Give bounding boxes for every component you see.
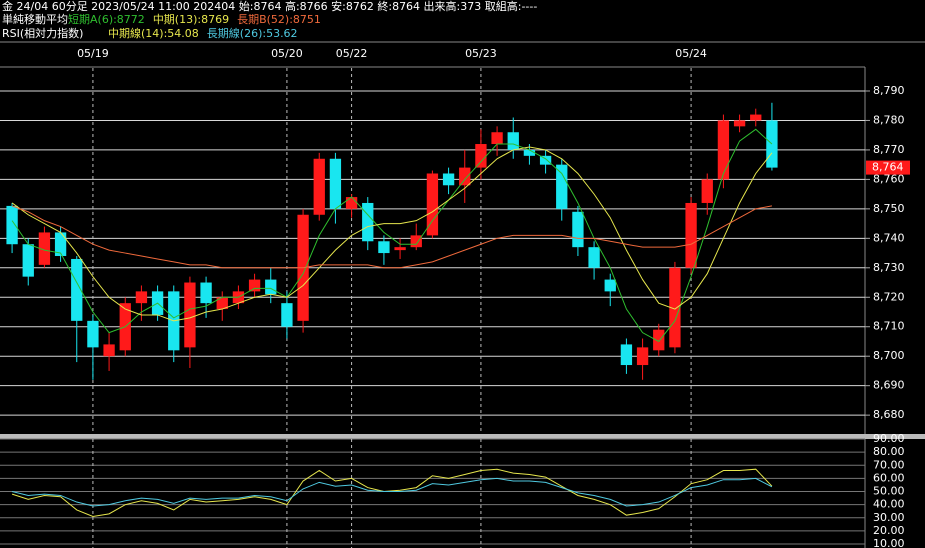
candle-body <box>604 279 616 292</box>
rsi-line <box>11 468 773 517</box>
rsi-label: RSI(相対力指数) <box>2 26 83 40</box>
last-price-label: 8,764 <box>872 161 904 174</box>
rsi-tick-label: 70.00 <box>873 458 905 471</box>
candle-body <box>620 344 633 366</box>
candle-body <box>588 247 600 268</box>
rsi-tick-label: 30.00 <box>873 511 905 524</box>
candle-body <box>685 202 697 268</box>
y-tick-label: 8,690 <box>873 379 905 392</box>
candle-body <box>248 279 261 292</box>
rsi-line <box>11 477 773 507</box>
candle-body <box>265 279 277 295</box>
candle-body <box>539 155 552 165</box>
x-tick-label: 05/23 <box>465 47 497 60</box>
candle-body <box>410 235 422 248</box>
y-tick-label: 8,730 <box>873 261 905 274</box>
y-tick-label: 8,790 <box>873 84 905 97</box>
y-tick-label: 8,700 <box>873 349 905 362</box>
legend-entry: 長期線(26):53.62 <box>207 26 298 40</box>
rsi-tick-label: 90.00 <box>873 432 905 445</box>
y-tick-label: 8,710 <box>873 320 905 333</box>
y-tick-label: 8,680 <box>873 408 905 421</box>
y-tick-label: 8,740 <box>873 231 905 244</box>
candle-body <box>345 197 358 209</box>
candle-body <box>653 329 665 351</box>
candle-body <box>184 282 196 348</box>
candle-body <box>378 241 390 254</box>
candle-body <box>313 158 325 215</box>
y-tick-label: 8,780 <box>873 113 905 126</box>
candle-body <box>442 173 455 186</box>
candle-body <box>135 291 148 304</box>
y-tick-label: 8,720 <box>873 290 905 303</box>
candle-body <box>491 132 503 145</box>
candle-body <box>475 144 487 168</box>
last-price-box <box>866 160 910 175</box>
candle-body <box>38 232 51 265</box>
candle-body <box>281 303 293 327</box>
legend-entry: 短期A(6):8772 <box>68 12 145 26</box>
candle-body <box>733 120 746 127</box>
rsi-tick-label: 40.00 <box>873 498 905 511</box>
moving-average <box>11 146 773 322</box>
candle-body <box>87 320 99 348</box>
candle-body <box>523 149 536 156</box>
ma-label: 単純移動平均 <box>2 12 68 26</box>
x-tick-label: 05/19 <box>77 47 109 60</box>
candle-body <box>216 297 228 310</box>
legend-entry: 長期B(52):8751 <box>237 13 321 26</box>
candle-body <box>636 347 649 366</box>
candle-body <box>54 232 67 257</box>
candle-body <box>750 114 762 121</box>
moving-average <box>11 205 773 269</box>
x-tick-label: 05/24 <box>675 47 707 60</box>
rsi-tick-label: 80.00 <box>873 445 905 458</box>
candle-body <box>701 179 713 203</box>
candle-body <box>362 202 374 242</box>
candle-body <box>717 120 730 180</box>
candle-body <box>394 247 406 251</box>
candle-body <box>669 267 681 348</box>
rsi-tick-label: 50.00 <box>873 485 905 498</box>
y-tick-label: 8,770 <box>873 143 905 156</box>
legend-entry: 中期線(14):54.08 <box>108 26 199 40</box>
rsi-tick-label: 20.00 <box>873 524 905 537</box>
candle-body <box>200 282 212 304</box>
candle-body <box>572 211 584 248</box>
panel-separator <box>0 434 925 439</box>
x-tick-label: 05/20 <box>271 47 303 60</box>
y-tick-label: 8,750 <box>873 202 905 215</box>
header-info: 金 24/04 60分足 2023/05/24 11:00 202404 始:8… <box>2 0 537 13</box>
candle-body <box>329 158 342 209</box>
candle-body <box>459 167 471 186</box>
candle-body <box>6 205 18 245</box>
x-tick-label: 05/22 <box>336 47 368 60</box>
legend-entry: 中期(13):8769 <box>153 13 229 26</box>
rsi-tick-label: 10.00 <box>873 537 905 548</box>
y-tick-label: 8,760 <box>873 172 905 185</box>
candle-body <box>426 173 439 236</box>
candle-body <box>103 344 115 357</box>
candle-body <box>507 132 519 150</box>
candle-body <box>71 258 83 321</box>
rsi-tick-label: 60.00 <box>873 471 905 484</box>
candle-body <box>556 164 568 209</box>
candle-body <box>22 244 34 277</box>
